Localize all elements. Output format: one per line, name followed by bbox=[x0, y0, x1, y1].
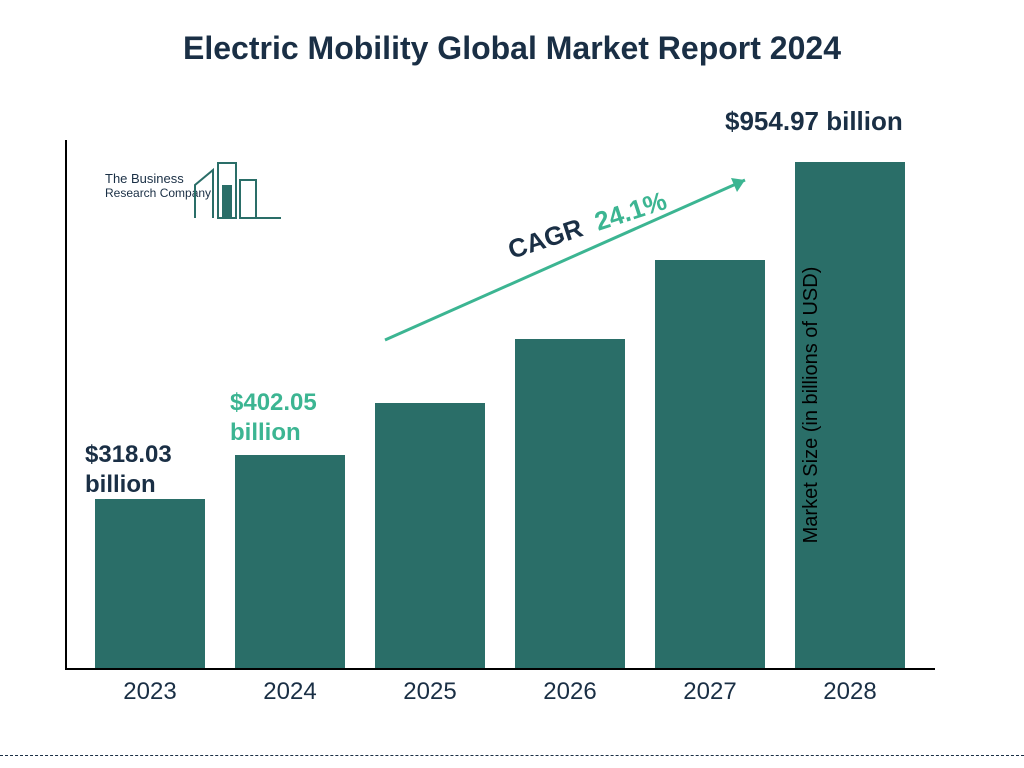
callout-2028: $954.97 billion bbox=[725, 105, 903, 138]
callout-2024: $402.05 billion bbox=[230, 388, 317, 448]
callout-2028-text: $954.97 billion bbox=[725, 106, 903, 136]
cagr-annotation: CAGR 24.1% bbox=[375, 160, 775, 360]
bar-chart: 202320242025202620272028 $318.03 billion… bbox=[65, 140, 935, 670]
xlabel-2027: 2027 bbox=[650, 678, 770, 706]
xlabel-2025: 2025 bbox=[370, 678, 490, 706]
y-axis-label: Market Size (in billions of USD) bbox=[800, 267, 823, 544]
chart-title-text: Electric Mobility Global Market Report 2… bbox=[183, 30, 841, 66]
footer-divider bbox=[0, 755, 1024, 756]
callout-2024-line1: $402.05 bbox=[230, 389, 317, 416]
bar-2026 bbox=[515, 339, 625, 668]
bar-2025 bbox=[375, 403, 485, 668]
callout-2023-line1: $318.03 bbox=[85, 441, 172, 468]
xlabel-2023: 2023 bbox=[90, 678, 210, 706]
xlabel-2026: 2026 bbox=[510, 678, 630, 706]
callout-2023: $318.03 billion bbox=[85, 440, 172, 500]
x-axis-line bbox=[65, 668, 935, 670]
xlabel-2028: 2028 bbox=[790, 678, 910, 706]
xlabel-2024: 2024 bbox=[230, 678, 350, 706]
callout-2024-line2: billion bbox=[230, 419, 301, 446]
bar-2023 bbox=[95, 499, 205, 668]
growth-arrow-icon bbox=[375, 160, 775, 360]
bar-2024 bbox=[235, 455, 345, 668]
y-axis-line bbox=[65, 140, 67, 670]
callout-2023-line2: billion bbox=[85, 471, 156, 498]
chart-title: Electric Mobility Global Market Report 2… bbox=[0, 30, 1024, 67]
